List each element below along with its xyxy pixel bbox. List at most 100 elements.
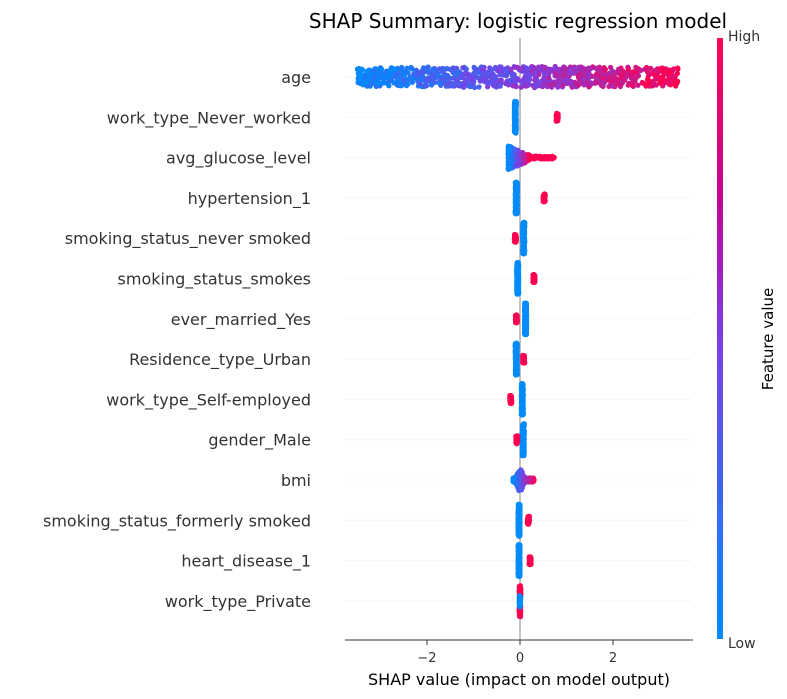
point-smoking-status-never-smoked bbox=[520, 227, 526, 233]
point-heart-disease-1 bbox=[515, 542, 521, 548]
point-age bbox=[479, 66, 485, 72]
feature-label-work-type-never-worked: work_type_Never_worked bbox=[107, 108, 311, 128]
point-age bbox=[527, 73, 533, 79]
feature-label-work-type-self-employed: work_type_Self-employed bbox=[106, 390, 311, 410]
point-smoking-status-smokes bbox=[530, 272, 537, 278]
point-age bbox=[440, 68, 446, 74]
point-age bbox=[367, 78, 373, 84]
point-age bbox=[356, 80, 362, 86]
point-age bbox=[659, 78, 665, 84]
point-smoking-status-formerly-smoked bbox=[515, 529, 521, 535]
point-age bbox=[555, 79, 561, 85]
point-age bbox=[667, 79, 673, 85]
point-age bbox=[380, 80, 386, 86]
point-hypertension-1 bbox=[512, 185, 519, 191]
point-age bbox=[523, 65, 529, 71]
point-gender-male bbox=[521, 421, 527, 427]
point-smoking-status-never-smoked bbox=[521, 245, 527, 251]
point-age bbox=[370, 68, 376, 74]
point-age bbox=[508, 66, 514, 73]
point-age bbox=[629, 82, 635, 88]
point-age bbox=[560, 67, 566, 73]
point-residence-type-urban bbox=[513, 362, 519, 369]
point-age bbox=[533, 81, 539, 87]
point-age bbox=[609, 83, 616, 89]
point-age bbox=[401, 78, 407, 84]
point-age bbox=[595, 72, 601, 78]
point-age bbox=[566, 69, 572, 75]
chart-title: SHAP Summary: logistic regression model bbox=[309, 9, 727, 33]
point-hypertension-1 bbox=[512, 210, 518, 216]
point-age bbox=[472, 66, 478, 72]
feature-label-smoking-status-never-smoked: smoking_status_never smoked bbox=[65, 229, 311, 249]
point-bmi bbox=[516, 469, 522, 475]
point-age bbox=[417, 81, 423, 87]
point-age bbox=[588, 81, 595, 87]
point-age bbox=[373, 83, 379, 89]
point-age bbox=[585, 76, 591, 82]
point-gender-male bbox=[514, 437, 520, 443]
point-age bbox=[652, 67, 659, 73]
point-age bbox=[600, 75, 606, 81]
point-age bbox=[446, 76, 452, 82]
point-age bbox=[586, 72, 592, 78]
feature-label-gender-male: gender_Male bbox=[208, 431, 311, 451]
point-bmi bbox=[525, 477, 531, 483]
point-avg-glucose-level bbox=[526, 152, 532, 158]
point-age bbox=[360, 82, 366, 88]
point-smoking-status-smokes bbox=[516, 289, 522, 295]
point-smoking-status-smokes bbox=[514, 270, 521, 276]
point-age bbox=[553, 72, 559, 78]
point-age bbox=[395, 76, 401, 82]
point-age bbox=[418, 70, 424, 76]
colorbar-title: Feature value bbox=[759, 288, 777, 390]
point-age bbox=[623, 74, 629, 80]
point-gender-male bbox=[520, 434, 526, 440]
point-age bbox=[485, 84, 491, 90]
point-age bbox=[435, 72, 441, 79]
point-work-type-private bbox=[518, 609, 524, 615]
point-avg-glucose-level bbox=[505, 147, 511, 153]
point-age bbox=[573, 65, 580, 71]
point-age bbox=[507, 77, 513, 84]
point-smoking-status-formerly-smoked bbox=[517, 511, 523, 517]
point-age bbox=[436, 80, 442, 86]
feature-label-smoking-status-formerly-smoked: smoking_status_formerly smoked bbox=[43, 511, 311, 531]
point-work-type-self-employed bbox=[519, 388, 525, 394]
point-age bbox=[456, 81, 462, 87]
x-axis-title: SHAP value (impact on model output) bbox=[368, 670, 670, 689]
point-work-type-self-employed bbox=[520, 402, 526, 408]
point-age bbox=[386, 68, 393, 75]
point-age bbox=[471, 70, 477, 77]
point-age bbox=[497, 83, 503, 89]
point-age bbox=[509, 73, 515, 79]
point-age bbox=[635, 82, 641, 88]
point-age bbox=[512, 64, 518, 70]
point-hypertension-1 bbox=[514, 202, 520, 208]
point-age bbox=[392, 66, 398, 73]
point-age bbox=[594, 80, 600, 86]
point-avg-glucose-level bbox=[521, 158, 527, 164]
point-age bbox=[429, 76, 435, 82]
point-age bbox=[635, 73, 642, 79]
point-smoking-status-never-smoked bbox=[520, 237, 526, 243]
point-age bbox=[467, 83, 473, 90]
point-age bbox=[423, 83, 430, 89]
colorbar-high-label: High bbox=[728, 29, 760, 45]
point-age bbox=[453, 72, 459, 78]
point-smoking-status-never-smoked bbox=[522, 221, 528, 227]
point-smoking-status-formerly-smoked bbox=[524, 519, 531, 525]
point-age bbox=[444, 66, 450, 72]
point-age bbox=[409, 79, 415, 85]
point-age bbox=[521, 76, 527, 82]
point-age bbox=[472, 84, 478, 91]
point-age bbox=[553, 65, 559, 71]
point-work-type-never-worked bbox=[511, 110, 518, 116]
point-age bbox=[364, 68, 370, 74]
point-avg-glucose-level bbox=[542, 156, 548, 162]
point-residence-type-urban bbox=[513, 344, 519, 350]
point-work-type-private bbox=[517, 614, 524, 620]
point-age bbox=[503, 67, 509, 73]
point-ever-married-yes bbox=[522, 323, 528, 330]
point-hypertension-1 bbox=[542, 193, 548, 199]
